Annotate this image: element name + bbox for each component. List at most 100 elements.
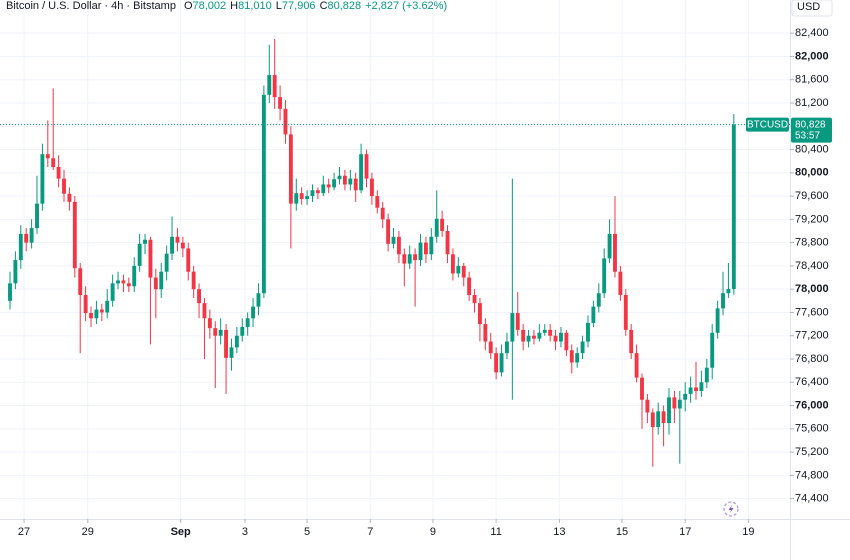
candle-body xyxy=(450,254,455,274)
candle-body xyxy=(515,313,520,330)
candle-body xyxy=(629,329,634,354)
y-tick-label: 81,600 xyxy=(795,74,829,86)
price-box xyxy=(791,117,832,143)
ohlc-value: 77,906 xyxy=(282,0,316,12)
x-tick-label: 9 xyxy=(430,526,436,538)
candle-body xyxy=(505,341,509,354)
candle-body xyxy=(159,271,164,290)
candle-body xyxy=(483,324,488,342)
candle-body xyxy=(121,280,126,284)
event-icon xyxy=(723,501,739,517)
candle-body xyxy=(396,236,401,255)
candle-body xyxy=(29,228,34,243)
candle-body xyxy=(445,230,450,255)
candle-body xyxy=(67,193,72,202)
currency: USD xyxy=(797,1,820,13)
candle-body xyxy=(72,201,77,269)
x-tick-label: 19 xyxy=(742,526,754,538)
candle-body xyxy=(180,242,185,249)
y-tick-label: 82,400 xyxy=(795,27,829,39)
candle-body xyxy=(299,193,304,199)
candle-body xyxy=(391,236,396,244)
ohlc-key: H xyxy=(230,0,238,12)
candle-body xyxy=(56,166,61,179)
candle-body xyxy=(224,329,229,358)
y-tick-label: 80,000 xyxy=(795,167,829,179)
candle-body xyxy=(105,300,110,313)
candle-body xyxy=(429,236,434,255)
candle-body xyxy=(218,329,223,336)
ohlc-value: 80,828 xyxy=(328,0,362,12)
x-tick-label: 29 xyxy=(82,526,94,538)
candle-body xyxy=(143,239,147,244)
candle-body xyxy=(602,258,607,294)
candle-body xyxy=(721,293,725,309)
ohlc-value: 78,002 xyxy=(193,0,227,12)
candle-body xyxy=(715,308,720,333)
x-tick-label: Sep xyxy=(171,526,191,538)
candle-body xyxy=(559,332,563,342)
candle-body xyxy=(613,233,617,272)
candle-body xyxy=(440,218,445,231)
candle-body xyxy=(467,277,472,295)
candle-body xyxy=(526,335,531,342)
last-price-label: 80,828 xyxy=(795,119,826,130)
y-tick-label: 78,400 xyxy=(795,260,829,272)
candle-body xyxy=(256,293,261,307)
y-tick-label: 74,800 xyxy=(795,469,829,481)
candle-body xyxy=(564,332,569,351)
candle-body xyxy=(731,124,736,290)
candle-body xyxy=(132,265,137,287)
candle-body xyxy=(575,353,580,363)
candle-body xyxy=(672,397,677,409)
y-tick-label: 79,600 xyxy=(795,190,829,202)
candle-body xyxy=(353,178,358,191)
y-tick-label: 76,000 xyxy=(795,399,829,411)
candle-body xyxy=(40,154,45,204)
candle-body xyxy=(418,242,423,261)
y-tick-label: 78,000 xyxy=(795,283,829,295)
candle-body xyxy=(18,233,23,261)
candle-body xyxy=(321,184,326,194)
candle-body xyxy=(456,265,461,274)
candle-body xyxy=(667,397,671,423)
candle-body xyxy=(202,303,207,319)
candle-body xyxy=(137,243,142,266)
candle-body xyxy=(45,154,50,159)
candle-body xyxy=(51,158,56,167)
candle-body xyxy=(240,326,245,336)
candles xyxy=(8,38,736,467)
ohlc-key: C xyxy=(320,0,328,12)
candle-body xyxy=(153,277,158,290)
candle-body xyxy=(569,350,574,363)
candle-body xyxy=(434,218,439,237)
candle-body xyxy=(359,154,364,191)
grid xyxy=(0,0,790,519)
candle-body xyxy=(380,207,385,220)
x-tick-label: 11 xyxy=(490,526,501,538)
candle-body xyxy=(278,97,283,109)
x-tick-label: 7 xyxy=(367,526,373,538)
ohlc-key: O xyxy=(184,0,193,12)
candle-body xyxy=(272,75,277,98)
candle-body xyxy=(699,382,704,391)
candle-body xyxy=(369,178,374,197)
candle-body xyxy=(661,411,666,423)
currency-box xyxy=(791,0,833,17)
candle-body xyxy=(548,329,553,336)
x-tick-label: 17 xyxy=(679,526,691,538)
y-tick-label: 78,800 xyxy=(795,237,829,249)
candle-body xyxy=(402,254,407,264)
candle-body xyxy=(78,268,83,295)
candle-body xyxy=(650,412,655,428)
candle-body xyxy=(386,219,391,244)
candle-body xyxy=(213,328,218,336)
x-tick-label: 13 xyxy=(553,526,565,538)
candle-body xyxy=(645,399,650,413)
candle-body xyxy=(164,253,169,272)
candle-body xyxy=(83,294,88,314)
candle-body xyxy=(499,353,504,373)
